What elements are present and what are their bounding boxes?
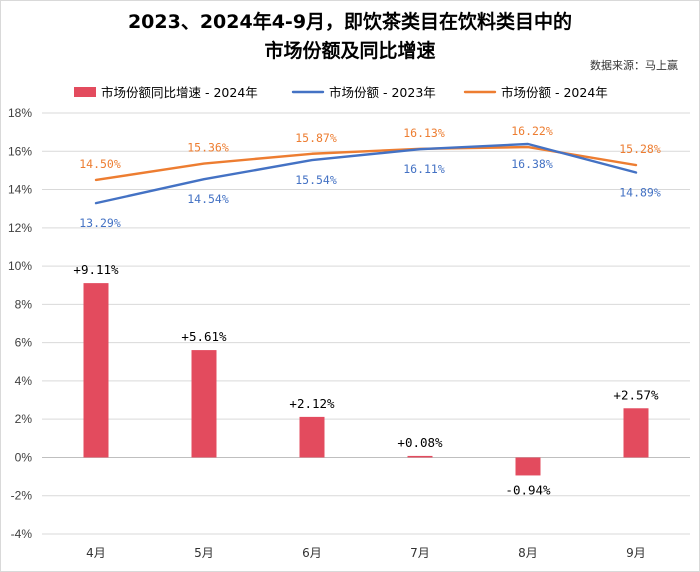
y-tick-label: 14% [8,183,32,197]
bar-data-label: +9.11% [73,262,119,277]
chart-title: 2023、2024年4-9月，即饮茶类目在饮料类目中的 市场份额及同比增速 [0,8,700,66]
legend-bar-swatch [74,87,96,97]
x-tick-label: 4月 [86,546,106,560]
line-2024-data-label: 15.87% [295,131,337,145]
legend-label: 市场份额同比增速 - 2024年 [101,85,258,100]
y-tick-label: 16% [8,144,32,158]
chart-title-line-2: 市场份额及同比增速 [264,40,436,62]
legend-label: 市场份额 - 2023年 [329,85,436,100]
y-tick-label: 6% [15,336,33,350]
y-tick-label: -4% [11,527,33,541]
y-tick-label: -2% [11,489,33,503]
y-tick-label: 4% [15,374,33,388]
bar-data-label: +5.61% [181,329,227,344]
line-2024-data-label: 15.36% [187,141,229,155]
line-2023-data-label: 16.38% [511,157,553,171]
x-tick-label: 5月 [194,546,214,560]
y-tick-label: 2% [15,412,33,426]
bar-4 [407,455,433,458]
bar-data-label: +0.08% [397,435,443,450]
line-2023-data-label: 14.54% [187,192,229,206]
line-2024-data-label: 16.13% [403,126,445,140]
y-tick-label: 8% [15,297,33,311]
chart-title-line-1: 2023、2024年4-9月，即饮茶类目在饮料类目中的 [127,11,573,33]
x-tick-label: 7月 [410,546,430,560]
bar-1 [83,283,109,458]
source-note: 数据来源：马上赢 [590,59,678,72]
bar-2 [191,350,217,458]
x-tick-label: 8月 [518,546,538,560]
x-tick-label: 9月 [626,546,646,560]
line-2023-data-label: 15.54% [295,173,337,187]
bar-6 [623,408,649,458]
bar-data-label: -0.94% [505,482,551,497]
line-2023-data-label: 14.89% [619,186,661,200]
x-tick-label: 6月 [302,546,322,560]
bar-data-label: +2.12% [289,396,335,411]
y-tick-label: 0% [15,450,33,464]
legend-label: 市场份额 - 2024年 [501,85,608,100]
y-tick-label: 10% [8,259,32,273]
bar-3 [299,416,325,458]
line-2024-data-label: 14.50% [79,157,121,171]
series-line-2023 [94,142,638,205]
series-line-2024 [94,145,638,182]
bar-5 [515,457,541,476]
y-tick-label: 18% [8,106,32,120]
line-2024-data-label: 16.22% [511,124,553,138]
line-2023-data-label: 16.11% [403,162,445,176]
bar-data-label: +2.57% [613,387,659,402]
line-2024-data-label: 15.28% [619,142,661,156]
line-2023-data-label: 13.29% [79,216,121,230]
y-tick-label: 12% [8,221,32,235]
